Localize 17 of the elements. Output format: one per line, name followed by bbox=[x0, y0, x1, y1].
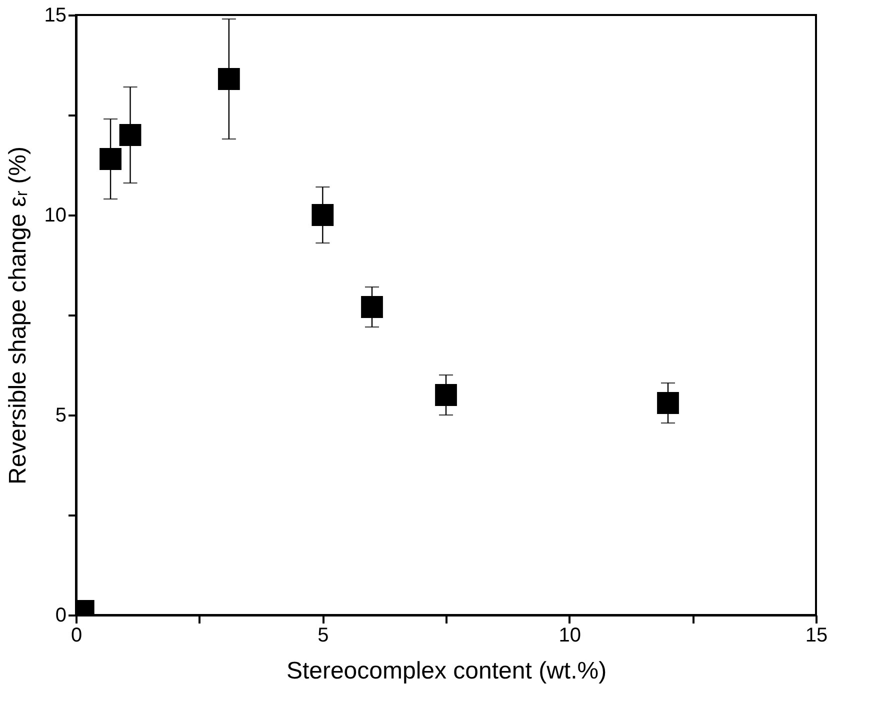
x-tick-label: 15 bbox=[805, 624, 828, 646]
point bbox=[100, 148, 122, 170]
y-axis-title: Reversible shape change εᵣ (%) bbox=[4, 146, 32, 484]
point bbox=[657, 392, 679, 414]
point bbox=[218, 68, 240, 90]
x-tick-label: 10 bbox=[558, 624, 581, 646]
point bbox=[312, 204, 334, 226]
x-tick-label: 0 bbox=[70, 624, 82, 646]
point bbox=[361, 296, 383, 318]
y-tick-label: 15 bbox=[44, 4, 66, 26]
y-tick-label: 10 bbox=[44, 204, 66, 226]
y-tick-label: 0 bbox=[55, 604, 66, 626]
x-axis-title: Stereocomplex content (wt.%) bbox=[286, 658, 607, 684]
y-tick-label: 5 bbox=[55, 404, 66, 426]
point bbox=[435, 384, 457, 406]
point bbox=[119, 124, 142, 146]
x-tick-label: 5 bbox=[318, 624, 329, 646]
